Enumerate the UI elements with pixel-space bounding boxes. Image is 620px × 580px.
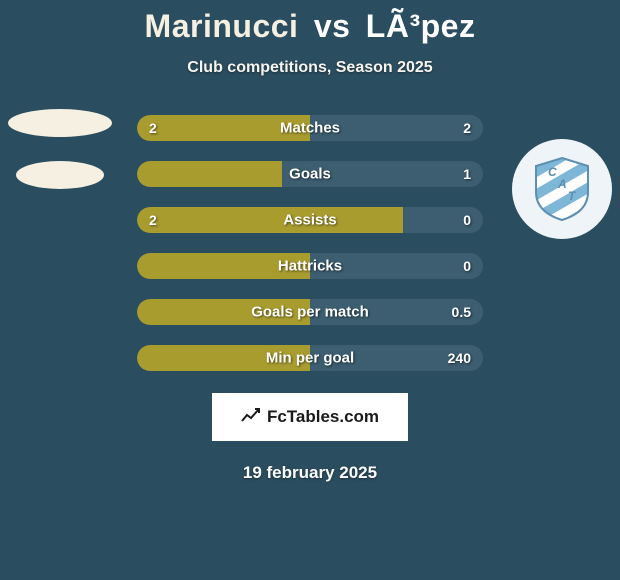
ellipse-logo-icon — [8, 109, 112, 137]
stat-bar-left-fill — [137, 161, 282, 187]
stat-left-value: 2 — [149, 120, 157, 136]
stat-label: Assists — [283, 212, 336, 229]
subtitle: Club competitions, Season 2025 — [187, 59, 432, 77]
comparison-card: Marinucci vs LÃ³pez Club competitions, S… — [0, 0, 620, 580]
stat-bar-row: 2 2 Matches — [137, 115, 483, 141]
team-logo-right: C A T — [512, 109, 612, 239]
stat-label: Hattricks — [278, 258, 342, 275]
stat-bar-row: 2 0 Assists — [137, 207, 483, 233]
stat-left-value: 2 — [149, 212, 157, 228]
stat-label: Goals per match — [251, 304, 369, 321]
stat-right-value: 1 — [463, 166, 471, 182]
team-logo-left — [8, 109, 112, 213]
fctables-badge[interactable]: FcTables.com — [212, 393, 408, 441]
stats-area: C A T 2 2 Matches 1 Goals 2 0 Assists 0 Hattricks… — [0, 115, 620, 371]
stat-right-value: 0.5 — [452, 304, 471, 320]
stat-right-value: 0 — [463, 258, 471, 274]
club-badge-icon: C A T — [512, 139, 612, 239]
fctables-text: FcTables.com — [267, 407, 379, 427]
ellipse-logo-icon — [16, 161, 104, 189]
player2-name: LÃ³pez — [366, 8, 476, 44]
stat-bar-row: 240 Min per goal — [137, 345, 483, 371]
page-title: Marinucci vs LÃ³pez — [145, 8, 476, 45]
vs-label: vs — [314, 8, 351, 44]
stat-bar-row: 0.5 Goals per match — [137, 299, 483, 325]
chart-icon — [241, 407, 261, 428]
stat-bar-left-fill — [137, 207, 403, 233]
stat-label: Goals — [289, 166, 331, 183]
date-text: 19 february 2025 — [243, 463, 377, 483]
svg-text:A: A — [557, 177, 567, 191]
stat-right-value: 2 — [463, 120, 471, 136]
stat-label: Min per goal — [266, 350, 354, 367]
stat-right-value: 240 — [448, 350, 471, 366]
stat-label: Matches — [280, 120, 340, 137]
player1-name: Marinucci — [145, 8, 299, 44]
svg-text:C: C — [548, 165, 557, 179]
stat-right-value: 0 — [463, 212, 471, 228]
stat-bar-row: 1 Goals — [137, 161, 483, 187]
stat-bars: 2 2 Matches 1 Goals 2 0 Assists 0 Hattricks 0.5 Goa… — [137, 115, 483, 371]
stat-bar-row: 0 Hattricks — [137, 253, 483, 279]
